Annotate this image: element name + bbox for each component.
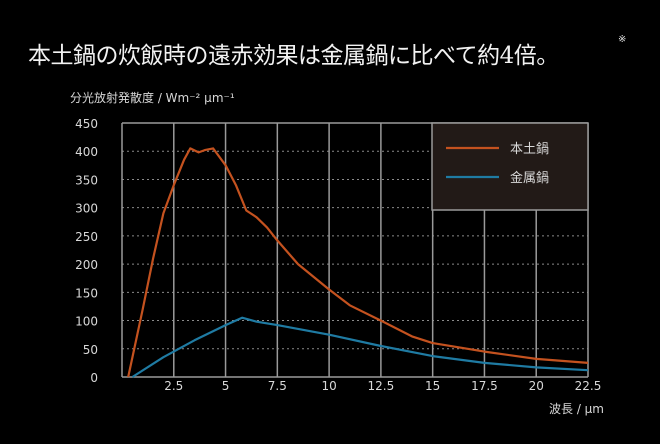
y-axis-label: 分光放射発散度 / Wm⁻² μm⁻¹ — [70, 90, 235, 105]
legend-box — [431, 122, 589, 211]
legend-label: 金属鍋 — [510, 170, 549, 186]
x-tick-label: 20 — [529, 379, 544, 393]
y-tick-label: 300 — [75, 202, 98, 216]
x-tick-label: 12.5 — [368, 379, 395, 393]
x-tick-label: 10 — [321, 379, 336, 393]
y-tick-label: 450 — [75, 117, 98, 131]
series-line-metal-pot — [131, 316, 589, 378]
x-tick-label: 17.5 — [471, 379, 498, 393]
y-tick-label: 150 — [75, 286, 98, 300]
y-tick-label: 50 — [83, 343, 98, 357]
y-tick-label: 200 — [75, 258, 98, 272]
y-tick-label: 100 — [75, 315, 98, 329]
legend-label: 本土鍋 — [510, 141, 549, 157]
x-tick-label: 5 — [222, 379, 230, 393]
y-tick-label: 250 — [75, 230, 98, 244]
x-tick-label: 2.5 — [164, 379, 183, 393]
series-line-donabe — [127, 147, 589, 378]
x-axis-label: 波長 / μm — [549, 402, 604, 416]
y-tick-label: 400 — [75, 145, 98, 159]
y-tick-label: 0 — [90, 371, 98, 385]
y-tick-label: 350 — [75, 173, 98, 187]
x-tick-label: 22.5 — [575, 379, 602, 393]
chart-title: 本土鍋の炊飯時の遠赤効果は金属鍋に比べて約4倍。 — [28, 43, 559, 69]
x-tick-label: 15 — [425, 379, 440, 393]
x-tick-label: 7.5 — [268, 379, 287, 393]
title-note-mark: ※ — [618, 34, 627, 45]
